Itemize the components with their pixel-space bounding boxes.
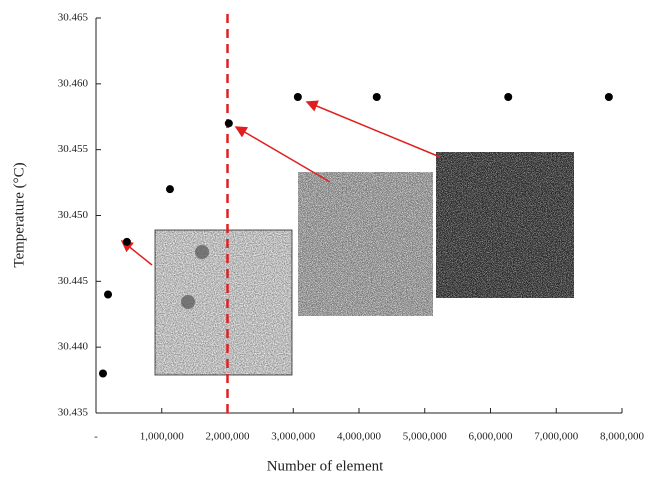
y-tick-label: 30.460: [58, 77, 89, 89]
data-point: [504, 93, 512, 101]
x-axis-title: Number of element: [267, 458, 384, 474]
x-tick-label: 5,000,000: [403, 431, 448, 443]
y-tick-label: 30.465: [58, 12, 89, 24]
data-point: [166, 185, 174, 193]
x-tick-label: 2,000,000: [206, 431, 251, 443]
x-tick-label: 8,000,000: [600, 431, 645, 443]
x-tick-label: 1,000,000: [140, 431, 185, 443]
y-tick-label: 30.440: [58, 341, 89, 353]
x-tick-label: 4,000,000: [337, 431, 382, 443]
y-tick-label: 30.455: [58, 143, 89, 155]
mesh-insets: [155, 152, 574, 375]
y-tick-label: 30.450: [58, 209, 89, 221]
x-tick-label: -: [94, 431, 98, 443]
data-point: [605, 93, 613, 101]
data-point: [123, 238, 131, 246]
y-tick-label: 30.445: [58, 275, 89, 287]
x-tick-label: 7,000,000: [534, 431, 579, 443]
data-point: [99, 370, 107, 378]
data-point: [104, 291, 112, 299]
x-tick-label: 3,000,000: [271, 431, 316, 443]
y-axis-title: Temperature (°C): [11, 162, 27, 267]
data-point: [373, 93, 381, 101]
chart: Number of element Temperature (°C) 30.43…: [0, 0, 649, 482]
data-point: [225, 119, 233, 127]
x-tick-label: 6,000,000: [469, 431, 514, 443]
y-tick-label: 30.435: [58, 407, 89, 419]
data-point: [294, 93, 302, 101]
